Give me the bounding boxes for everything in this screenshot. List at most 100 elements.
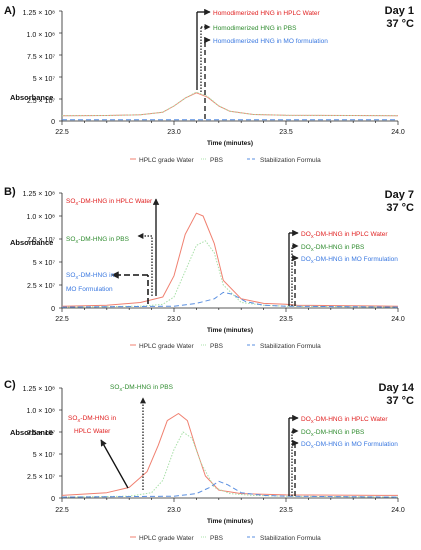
panel-c-ytick-3: 7.5 × 10⁷ xyxy=(27,430,55,437)
panel-c-xtick-2: 23.5 xyxy=(279,507,293,514)
panel-c-legend-water: HPLC grade Water xyxy=(139,535,195,542)
panel-a-ytick-4: 1.0 × 10⁸ xyxy=(27,32,55,39)
panel-b-annot-dox-mo-rest: -DM-HNG in MO Formulation xyxy=(314,256,399,263)
panel-b-plot xyxy=(59,192,399,312)
panel-c-xtick-0: 22.5 xyxy=(55,507,69,514)
panel-b-day: Day 7 xyxy=(385,189,414,201)
panel-b-annot-sox-pbs-rest: -DM-HNG in PBS xyxy=(78,236,129,243)
panel-c-xtick-3: 24.0 xyxy=(391,507,405,514)
panel-b-annot-dox-pbs: DOX-DM-HNG in PBS xyxy=(301,244,365,252)
panel-b-annot-sox-pbs: SOX-DM-HNG in PBS xyxy=(66,236,130,244)
panel-a-legend-water: HPLC grade Water xyxy=(139,157,195,164)
panel-c-xticks: 22.5 23.0 23.5 24.0 xyxy=(55,507,405,514)
panel-c-xlabel: Time (minutes) xyxy=(207,518,253,525)
panel-b-label: B) xyxy=(4,186,16,198)
panel-b-annot-dox-water-rest: -DM-HNG in HPLC Water xyxy=(314,231,389,238)
panel-c-annot-sox-water-line2: HPLC Water xyxy=(74,428,111,435)
panel-c-xtick-1: 23.0 xyxy=(167,507,181,514)
panel-b-temp: 37 °C xyxy=(386,202,414,214)
panel-a-series-pbs xyxy=(61,91,399,117)
panel-b-annot-dox-water: DOX-DM-HNG in HPLC Water xyxy=(301,231,388,239)
panel-a-temp: 37 °C xyxy=(386,18,414,30)
panel-b-annot-sox-mo: SOX-DM-HNG in xyxy=(66,272,115,280)
panel-b-xtick-3: 24.0 xyxy=(391,316,405,323)
panel-b-annot-sox-water-rest: -DM-HNG in HPLC Water xyxy=(78,198,153,205)
panel-a-legend-sf: Stabilization Formula xyxy=(260,157,321,164)
panel-c-series-water xyxy=(61,413,399,496)
panel-b-xtick-0: 22.5 xyxy=(55,316,69,323)
panel-b-ytick-4: 1.0 × 10⁸ xyxy=(27,214,55,221)
panel-b: B) Day 7 37 °C Absorbance 0 2.5 × 10⁷ 5 … xyxy=(4,186,414,350)
panel-c-annot-dox-pbs: DOX-DM-HNG in PBS xyxy=(301,429,365,437)
panel-c-yticks: 0 2.5 × 10⁷ 5 × 10⁷ 7.5 × 10⁷ 1.0 × 10⁸ … xyxy=(23,386,56,503)
panel-a-xtick-3: 24.0 xyxy=(391,129,405,136)
panel-b-ytick-1: 2.5 × 10⁷ xyxy=(27,283,55,290)
panel-b-legend-pbs: PBS xyxy=(210,343,224,350)
panel-a-legend-pbs: PBS xyxy=(210,157,224,164)
panel-c-annot-sox-pbs: SOX-DM-HNG in PBS xyxy=(110,384,174,392)
panel-c-ytick-2: 5 × 10⁷ xyxy=(33,452,56,459)
panel-b-xtick-1: 23.0 xyxy=(167,316,181,323)
panel-a-ytick-0: 0 xyxy=(51,119,55,126)
panel-a-ytick-3: 7.5 × 10⁷ xyxy=(27,54,55,61)
panel-c-annot-sox-water-rest: -DM-HNG in xyxy=(80,415,116,422)
panel-c-legend-pbs: PBS xyxy=(210,535,224,542)
panel-a-annot-mo: Homodimerized HNG in MO formulation xyxy=(213,38,328,45)
panel-c-annot-sox-pbs-rest: -DM-HNG in PBS xyxy=(122,384,173,391)
panel-b-legend: HPLC grade Water PBS Stabilization Formu… xyxy=(130,343,321,350)
panel-a-annot-water: Homodimerized HNG in HPLC Water xyxy=(213,10,321,17)
panel-b-annot-sox-mo-line2: MO Formulation xyxy=(66,286,113,293)
panel-b-ytick-2: 5 × 10⁷ xyxy=(33,260,56,267)
panel-b-legend-water: HPLC grade Water xyxy=(139,343,195,350)
panel-b-ytick-5: 1.25 × 10⁸ xyxy=(23,191,55,198)
panel-a-plot xyxy=(59,10,399,125)
panel-c-annot-dox-water-rest: -DM-HNG in HPLC Water xyxy=(314,416,389,423)
panel-a-xticks: 22.5 23.0 23.5 24.0 xyxy=(55,129,405,136)
panel-b-legend-sf: Stabilization Formula xyxy=(260,343,321,350)
panel-a-xlabel: Time (minutes) xyxy=(207,140,253,147)
panel-a-day: Day 1 xyxy=(385,5,414,17)
panel-b-annot-dox-mo: DOX-DM-HNG in MO Formulation xyxy=(301,256,398,264)
panel-c-arrow-sox-water xyxy=(100,439,129,489)
panel-b-xlabel: Time (minutes) xyxy=(207,327,253,334)
panel-a-label: A) xyxy=(4,5,16,17)
panel-c-plot xyxy=(59,387,399,502)
panel-a-annotations: Homodimerized HNG in HPLC Water Homodime… xyxy=(196,8,328,119)
panel-b-ytick-0: 0 xyxy=(51,306,55,313)
panel-a-yticks: 0 2.5 × 10⁷ 5 × 10⁷ 7.5 × 10⁷ 1.0 × 10⁸ … xyxy=(23,10,56,126)
panel-c-annot-sox-water: SOX-DM-HNG in xyxy=(68,415,117,423)
panel-c-legend-sf: Stabilization Formula xyxy=(260,535,321,542)
panel-a-annot-pbs: Homodimerized HNG in PBS xyxy=(213,25,297,32)
panel-a-ylabel: Absorbance xyxy=(10,93,53,102)
panel-b-series-stabilization xyxy=(61,291,399,308)
panel-a-ytick-1: 2.5 × 10⁷ xyxy=(27,98,55,105)
panel-b-series-pbs xyxy=(61,240,399,308)
panel-a-xtick-2: 23.5 xyxy=(279,129,293,136)
panel-b-xtick-2: 23.5 xyxy=(279,316,293,323)
panel-c-label: C) xyxy=(4,379,16,391)
panel-c-ytick-1: 2.5 × 10⁷ xyxy=(27,474,55,481)
panel-b-annot-sox-water: SOX-DM-HNG in HPLC Water xyxy=(66,198,153,206)
panel-a-xtick-0: 22.5 xyxy=(55,129,69,136)
panel-b-ytick-3: 7.5 × 10⁷ xyxy=(27,237,55,244)
panel-b-xticks: 22.5 23.0 23.5 24.0 xyxy=(55,316,405,323)
panel-c-ytick-4: 1.0 × 10⁸ xyxy=(27,408,55,415)
panel-c-day: Day 14 xyxy=(379,382,415,394)
panel-b-annotations: SOX-DM-HNG in HPLC Water SOX-DM-HNG in P… xyxy=(66,198,398,306)
panel-a-ytick-5: 1.25 × 10⁸ xyxy=(23,10,55,17)
panel-c-ytick-0: 0 xyxy=(51,496,55,503)
panel-c-temp: 37 °C xyxy=(386,395,414,407)
panel-a-series-water xyxy=(61,92,399,117)
panel-a: A) Day 1 37 °C Absorbance 0 2.5 × 10⁷ 5 … xyxy=(4,5,414,164)
panel-c-ytick-5: 1.25 × 10⁸ xyxy=(23,386,55,393)
panel-b-annot-sox-mo-rest: -DM-HNG in xyxy=(78,272,114,279)
panel-c-annot-dox-water: DOX-DM-HNG in HPLC Water xyxy=(301,416,388,424)
panel-c-annot-dox-mo: DOX-DM-HNG in MO Formulation xyxy=(301,441,398,449)
panel-b-ylabel: Absorbance xyxy=(10,238,53,247)
panel-c-legend: HPLC grade Water PBS Stabilization Formu… xyxy=(130,535,321,542)
panel-c-annot-dox-mo-rest: -DM-HNG in MO Formulation xyxy=(314,441,399,448)
panel-c-series-stabilization xyxy=(61,480,399,498)
panel-b-yticks: 0 2.5 × 10⁷ 5 × 10⁷ 7.5 × 10⁷ 1.0 × 10⁸ … xyxy=(23,191,56,313)
panel-c: C) Day 14 37 °C Absorbance 0 2.5 × 10⁷ 5… xyxy=(4,379,415,542)
